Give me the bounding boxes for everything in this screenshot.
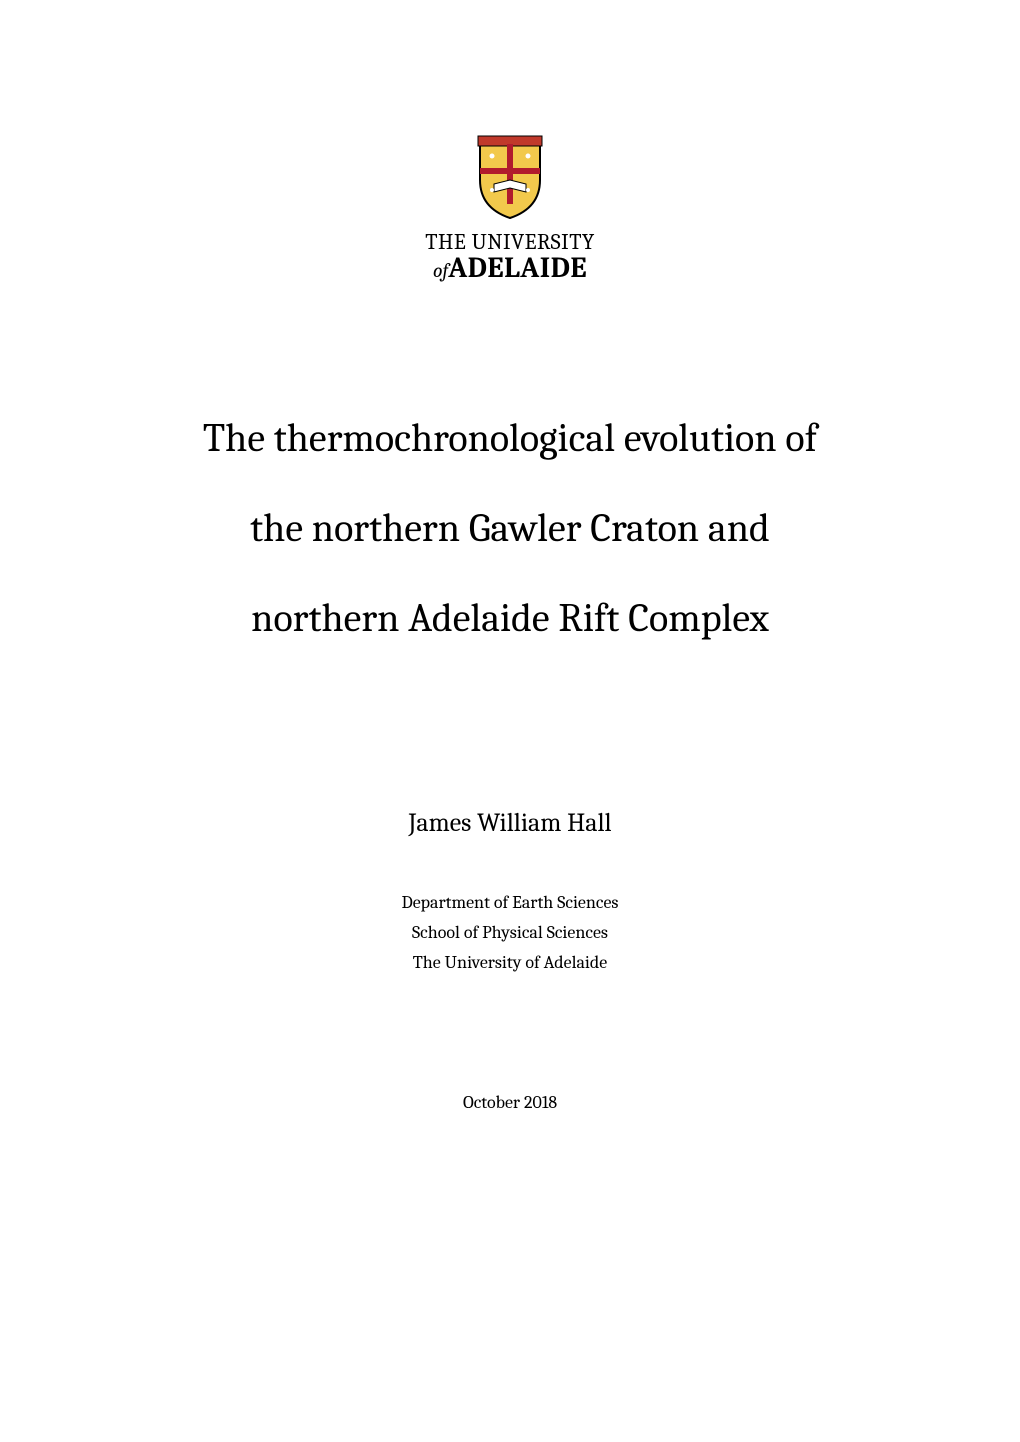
author-name: James William Hall	[100, 808, 920, 838]
thesis-title: The thermochronological evolution of the…	[100, 393, 920, 663]
university-logo-of: of	[433, 259, 448, 282]
affiliation-line-2: School of Physical Sciences	[100, 918, 920, 948]
university-logo-line2: ofADELAIDE	[425, 254, 594, 283]
title-line-3: northern Adelaide Rift Complex	[100, 573, 920, 663]
university-crest-icon	[470, 130, 550, 220]
title-line-1: The thermochronological evolution of	[100, 393, 920, 483]
affiliation-line-3: The University of Adelaide	[100, 948, 920, 978]
title-line-2: the northern Gawler Craton and	[100, 483, 920, 573]
title-page: THE UNIVERSITY ofADELAIDE The thermochro…	[0, 0, 1020, 1442]
submission-date: October 2018	[100, 1092, 920, 1113]
university-logo-line1: THE UNIVERSITY	[425, 230, 594, 254]
affiliation-line-1: Department of Earth Sciences	[100, 888, 920, 918]
university-logo-name: ADELAIDE	[448, 252, 587, 285]
affiliation: Department of Earth Sciences School of P…	[100, 888, 920, 977]
university-logo: THE UNIVERSITY ofADELAIDE	[425, 130, 594, 283]
